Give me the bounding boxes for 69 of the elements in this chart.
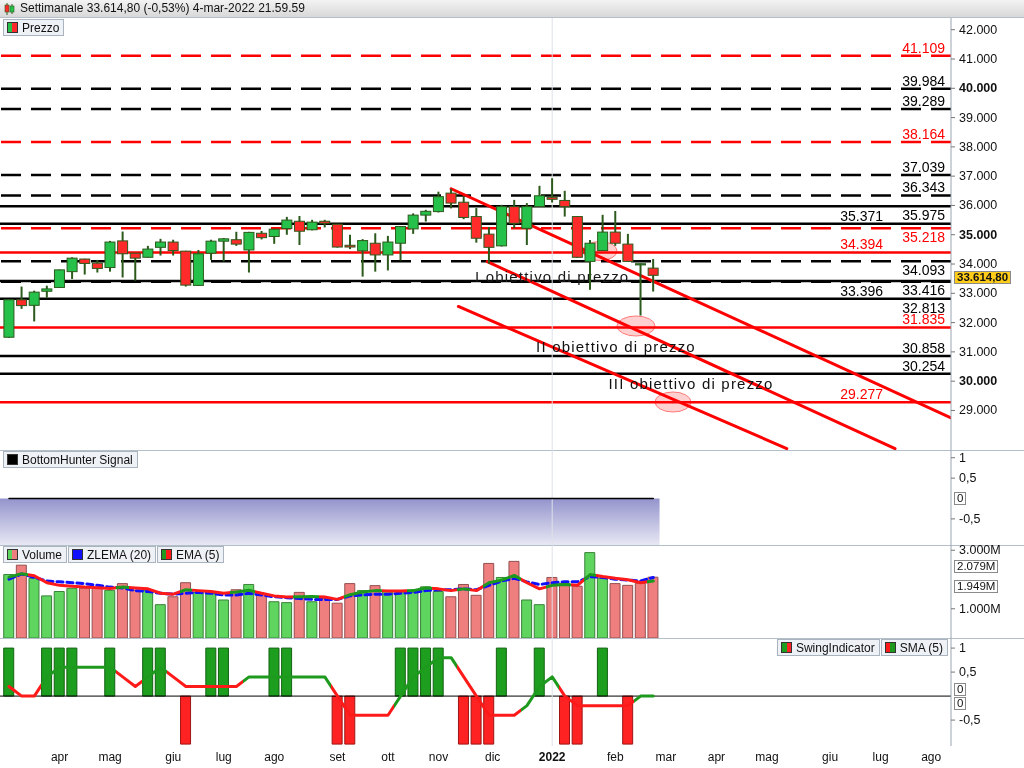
y-tick-label: 41.000 [959,52,998,66]
y-tick-label: 39.000 [959,110,998,125]
y-tick-label: 33.000 [959,286,998,301]
legend-label: Prezzo [3,19,65,36]
x-tick-label: mar [655,750,677,764]
x-tick-label: giu [822,750,839,764]
text: 0 [954,682,967,696]
x-tick-label: lug [215,750,232,764]
x-tick-label: ago [921,750,942,764]
y-tick-label: 1 [959,450,966,465]
y-tick-label: 30.000 [959,374,998,389]
y-tick-label: 37.000 [959,169,998,184]
ref-line-label: 35.371 [840,207,884,224]
x-tick-label: ott [381,750,396,764]
text: 1.949M [954,579,999,593]
ref-line-label: 29.277 [840,386,884,403]
legend-label: EMA (5) [157,546,225,563]
legend-label: Volume [3,546,68,563]
legend-label: BottomHunter Signal [3,451,138,468]
x-tick-label: mag [755,750,779,764]
y-tick-label: 0,5 [959,665,977,680]
ref-line-label: 34.394 [840,236,884,253]
y-tick-label: 42.000 [959,22,998,37]
x-tick-label: set [329,750,347,764]
legend-label: SMA (5) [880,639,948,656]
x-tick-label: apr [707,750,726,764]
legend-label: ZLEMA (20) [68,546,157,563]
text: 0 [954,696,967,710]
y-tick-label: 1.000M [959,601,1001,616]
y-tick-label: 3.000M [959,543,1001,558]
ref-line-label: 30.254 [902,357,946,374]
y-tick-label: 40.000 [959,81,998,96]
x-tick-label: nov [428,750,449,764]
ref-line-label: 36.343 [902,179,946,196]
ref-line-label: 39.289 [902,93,946,110]
x-tick-label: lug [872,750,889,764]
text: 0 [954,492,967,505]
ref-line-label: 39.984 [902,72,946,89]
y-tick-label: 38.000 [959,139,998,154]
text: 33.614,80 [954,271,1012,284]
x-tick-label: dic [484,750,501,764]
ref-line-label: 34.093 [902,262,946,279]
ref-line-label: 38.164 [902,126,946,143]
y-tick-label: 1 [959,641,966,656]
y-tick-label: -0,5 [959,511,981,526]
x-tick-label: 2022 [538,750,566,764]
x-tick-label: apr [50,750,69,764]
y-tick-label: 34.000 [959,257,998,272]
y-tick-label: 32.000 [959,315,998,330]
x-tick-label: giu [165,750,182,764]
y-tick-label: 36.000 [959,198,998,213]
chart-title: Settimanale 33.614,80 (-0,53%) 4-mar-2022 21.59.59 [20,0,305,17]
y-tick-label: 0,5 [959,471,977,486]
x-tick-label: feb [607,750,625,764]
legend-label: SwingIndicator [776,639,880,656]
text: 2.079M [954,559,999,573]
x-tick-label: mag [98,750,122,764]
ref-line-label: 37.039 [902,159,946,176]
y-tick-label: 35.000 [959,227,998,242]
ref-line-label: 33.416 [902,282,946,299]
ref-line-label: 30.858 [902,340,946,357]
y-tick-label: 31.000 [959,344,998,359]
x-tick-label: ago [264,750,285,764]
ref-line-label: 35.218 [902,229,946,246]
y-tick-label: 29.000 [959,403,998,418]
ref-line-label: 33.396 [840,282,884,299]
ref-line-label: 35.975 [902,207,946,224]
ref-line-label: 41.109 [902,39,946,56]
y-tick-label: -0,5 [959,713,981,728]
